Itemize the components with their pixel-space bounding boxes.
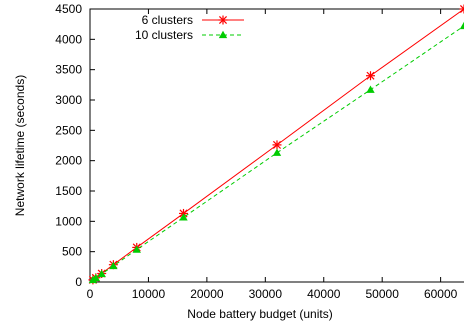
- data-point: [459, 4, 464, 14]
- x-axis-label: Node battery budget (units): [187, 307, 332, 321]
- x-tick-label: 10000: [132, 287, 166, 301]
- x-tick-label: 50000: [366, 287, 400, 301]
- plot-frame: [89, 8, 464, 283]
- data-point: [459, 21, 464, 30]
- legend-entry-1: 6 clusters: [142, 13, 244, 27]
- y-tick-label: 4500: [55, 2, 82, 16]
- y-tick-label: 1500: [55, 184, 82, 198]
- series-1: [88, 4, 464, 285]
- x-tick-label: 40000: [307, 287, 341, 301]
- x-tick-label: 0: [87, 287, 94, 301]
- marker-stroke: [459, 8, 464, 14]
- x-tick-label: 20000: [190, 287, 224, 301]
- series-2: [88, 21, 464, 284]
- legend-label: 6 clusters: [142, 13, 193, 27]
- data-point: [97, 269, 106, 278]
- y-tick-label: 1000: [55, 214, 82, 228]
- data-point: [91, 273, 101, 282]
- marker-stroke: [459, 4, 464, 10]
- data-point: [218, 30, 228, 39]
- data-point: [179, 213, 188, 221]
- y-tick-label: 2500: [55, 123, 82, 137]
- data-point: [366, 85, 375, 93]
- data-point: [272, 148, 282, 156]
- y-axis-label: Network lifetime (seconds): [13, 75, 27, 216]
- legend-label: 10 clusters: [135, 28, 193, 42]
- y-tick-label: 0: [75, 275, 82, 289]
- data-point: [109, 261, 118, 270]
- marker-stroke: [272, 140, 282, 149]
- x-tick-label: 30000: [249, 287, 283, 301]
- y-tick-label: 3000: [55, 93, 82, 107]
- marker-stroke: [366, 71, 375, 80]
- data-point: [366, 71, 375, 81]
- y-tick-label: 500: [62, 245, 82, 259]
- data-point: [218, 15, 228, 25]
- marker-stroke: [218, 15, 228, 25]
- x-tick-label: 60000: [424, 287, 458, 301]
- data-point: [132, 245, 141, 253]
- y-tick-label: 3500: [55, 63, 82, 77]
- legend-entry-2: 10 clusters: [135, 28, 244, 42]
- data-point: [272, 140, 282, 150]
- y-tick-label: 4000: [55, 32, 82, 46]
- y-tick-label: 2000: [55, 154, 82, 168]
